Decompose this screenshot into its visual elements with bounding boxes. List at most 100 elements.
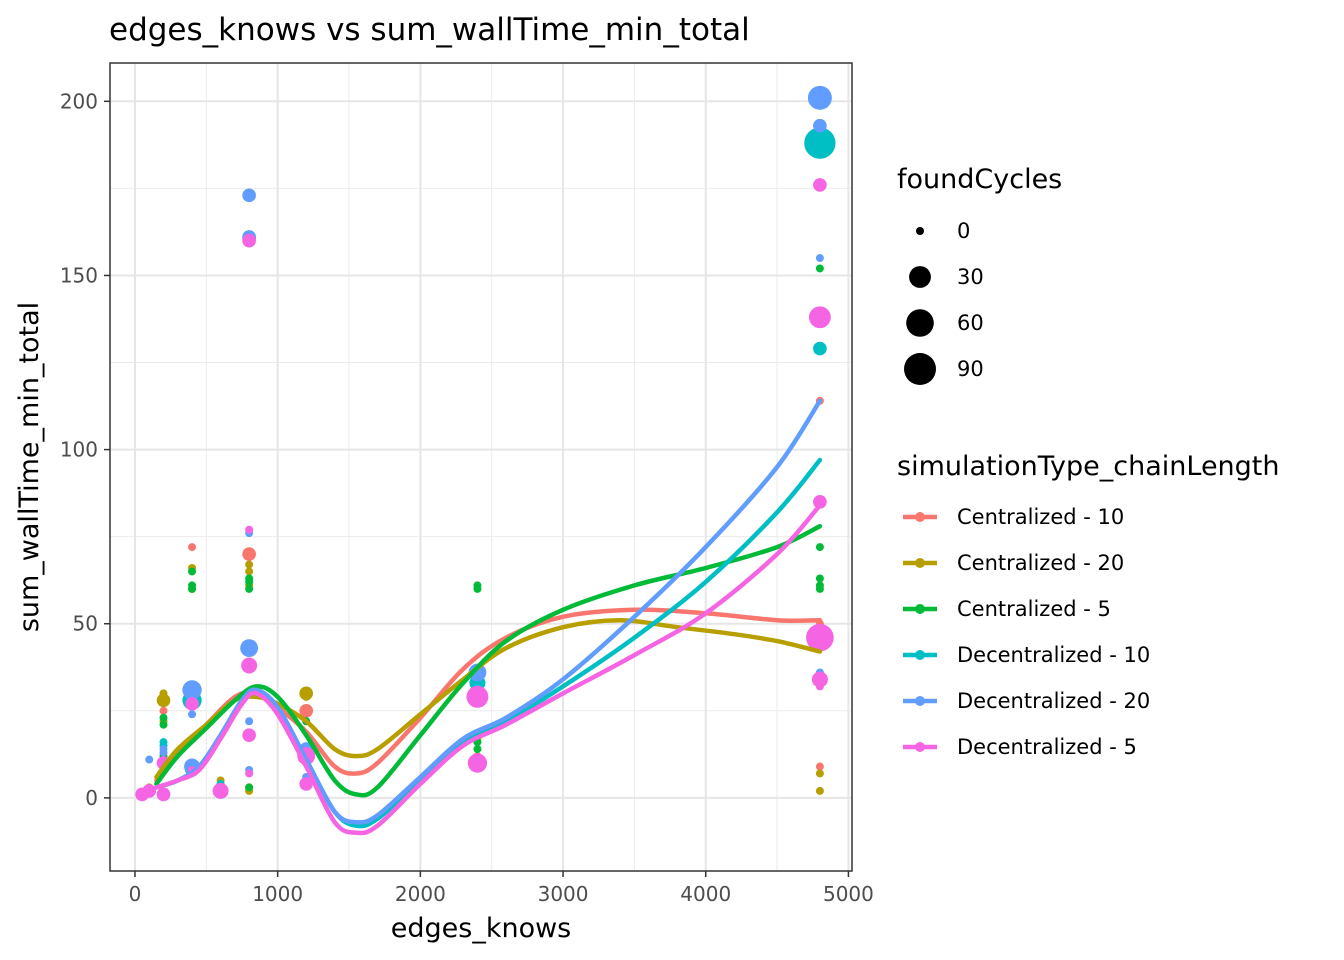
data-point	[815, 584, 824, 593]
x-tick-label: 0	[129, 882, 142, 906]
size-legend: foundCycles 0 30 60 90	[897, 164, 1062, 385]
smooth-line	[154, 503, 823, 836]
data-point	[299, 703, 314, 718]
size-legend-key	[916, 227, 924, 235]
color-legend-point	[915, 696, 925, 706]
data-point	[240, 639, 259, 658]
size-legend-key	[904, 353, 936, 385]
data-point	[242, 233, 256, 248]
data-point	[159, 738, 168, 747]
data-point	[212, 782, 229, 799]
data-point	[156, 787, 171, 802]
y-tick-label: 200	[60, 89, 98, 113]
data-point	[245, 584, 254, 593]
size-legend-label: 60	[957, 311, 984, 335]
data-point	[473, 745, 482, 754]
color-legend-point	[915, 742, 925, 752]
data-point	[245, 783, 254, 792]
x-axis-title: edges_knows	[391, 913, 571, 944]
data-point	[245, 560, 254, 569]
color-legend-point	[915, 650, 925, 660]
y-tick-label: 150	[60, 263, 98, 287]
data-point	[813, 494, 827, 509]
color-legend-label: Decentralized - 20	[957, 689, 1150, 713]
data-point	[188, 543, 197, 552]
size-legend-label: 90	[957, 357, 984, 381]
color-legend-label: Centralized - 5	[957, 597, 1111, 621]
data-point	[806, 623, 834, 652]
data-point	[188, 584, 197, 593]
x-tick-label: 2000	[395, 882, 446, 906]
size-legend-key	[906, 309, 934, 337]
color-legend-point	[915, 604, 925, 614]
color-legend-point	[915, 512, 925, 522]
chart-title: edges_knows vs sum_wallTime_min_total	[109, 12, 750, 48]
data-point	[159, 720, 168, 729]
data-point	[156, 693, 171, 708]
data-point	[159, 689, 168, 698]
data-point	[245, 525, 254, 534]
data-point	[185, 696, 199, 711]
data-point	[467, 753, 488, 773]
grid-major	[110, 63, 852, 871]
size-legend-title: foundCycles	[897, 164, 1062, 195]
data-point	[466, 685, 489, 708]
size-legend-label: 30	[957, 265, 984, 289]
data-point	[815, 543, 824, 552]
data-point	[804, 127, 836, 159]
plot-panel	[109, 62, 853, 872]
data-point	[815, 264, 824, 273]
smooth-line	[154, 607, 823, 783]
data-point	[241, 657, 258, 674]
color-legend-label: Decentralized - 10	[957, 643, 1150, 667]
data-point	[473, 584, 482, 593]
data-point	[815, 786, 824, 795]
y-axis-title: sum_wallTime_min_total	[14, 302, 45, 632]
size-legend-label: 0	[957, 219, 970, 243]
data-point	[188, 710, 197, 719]
data-point	[159, 706, 168, 715]
data-point	[813, 118, 827, 133]
y-tick-label: 0	[85, 786, 98, 810]
color-legend-title: simulationType_chainLength	[897, 451, 1280, 482]
data-point	[245, 717, 254, 726]
smooth-line	[154, 523, 823, 798]
data-point	[245, 577, 254, 586]
color-legend-label: Centralized - 20	[957, 551, 1124, 575]
data-point	[299, 777, 314, 791]
data-point	[815, 254, 824, 263]
color-legend-label: Centralized - 10	[957, 505, 1124, 529]
data-point	[808, 306, 831, 329]
data-point	[159, 748, 168, 757]
y-tick-label: 50	[73, 612, 98, 636]
data-point	[242, 728, 256, 743]
data-point	[145, 755, 154, 764]
data-point	[807, 85, 832, 110]
data-point	[813, 178, 827, 192]
data-point	[242, 547, 256, 561]
size-legend-key	[909, 266, 931, 288]
y-axis: 0 50 100 150 200	[60, 89, 110, 810]
x-tick-label: 1000	[252, 882, 303, 906]
color-legend: simulationType_chainLength Centralized -…	[897, 451, 1280, 759]
data-point	[245, 769, 254, 778]
data-point	[245, 567, 254, 576]
smooth-layer	[154, 398, 823, 836]
data-point	[813, 341, 827, 356]
data-point	[302, 692, 311, 701]
data-point	[468, 663, 487, 682]
data-point	[182, 680, 202, 700]
x-tick-label: 4000	[680, 882, 731, 906]
data-point	[188, 567, 197, 576]
x-tick-label: 3000	[538, 882, 589, 906]
color-legend-point	[915, 558, 925, 568]
color-legend-label: Decentralized - 5	[957, 735, 1137, 759]
x-tick-label: 5000	[823, 882, 874, 906]
y-tick-label: 100	[60, 438, 98, 462]
data-point	[815, 682, 824, 691]
data-point	[815, 574, 824, 583]
data-point	[142, 784, 157, 798]
data-point	[815, 769, 824, 778]
data-point	[242, 188, 256, 203]
